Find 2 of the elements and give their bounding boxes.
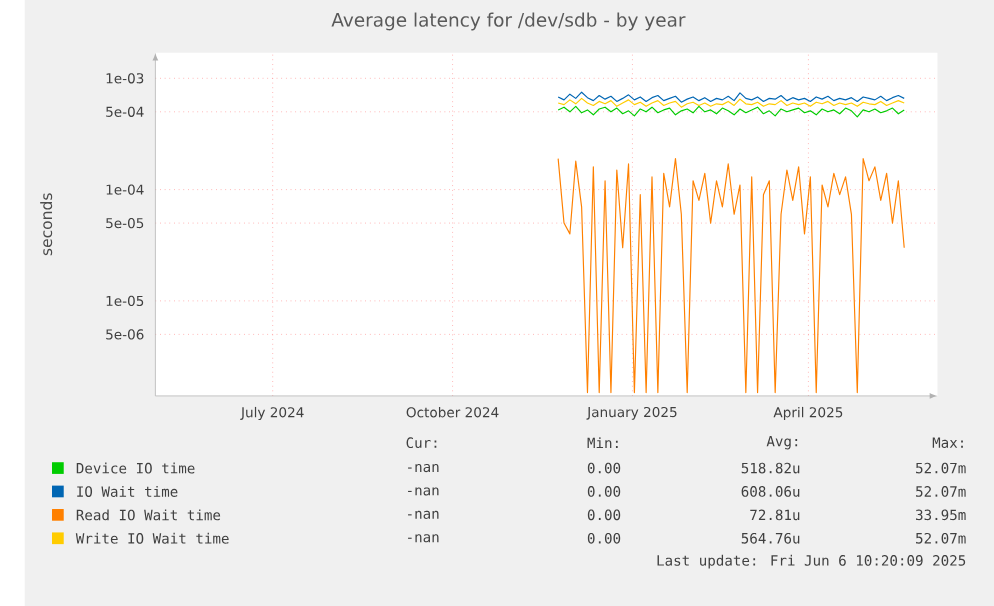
chart-title: Average latency for /dev/sdb - by year xyxy=(331,12,686,31)
line-series xyxy=(557,157,905,393)
